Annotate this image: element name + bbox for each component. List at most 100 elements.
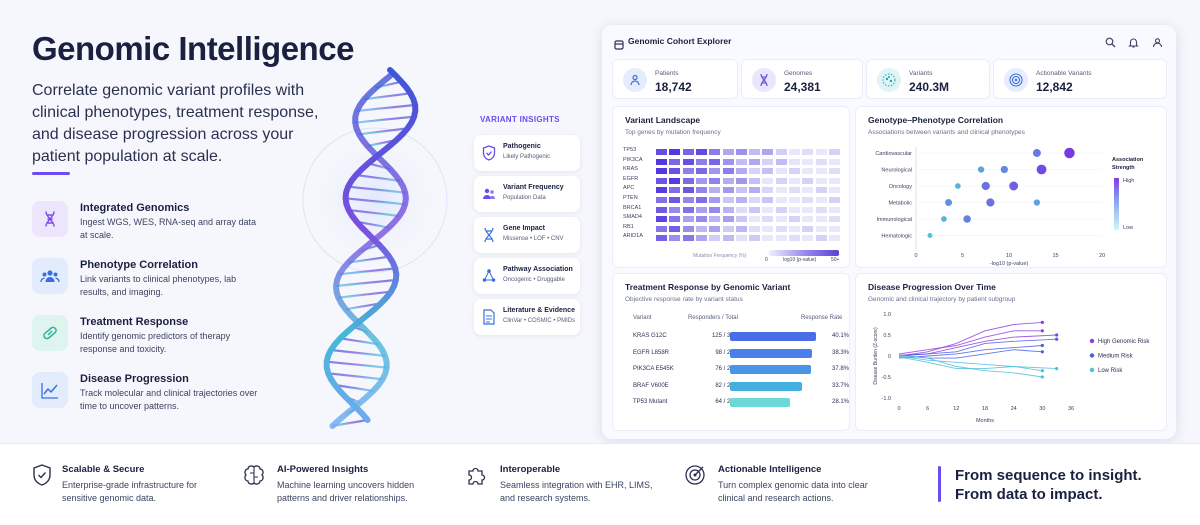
insight-pathway-association[interactable]: Pathway Association Oncogenic • Druggabl… [474,258,580,294]
x-tick-label: 36 [1068,406,1074,412]
heatmap-cell [748,148,762,156]
heatmap-cell [774,148,788,156]
heatmap-cell [788,224,801,233]
responders-count: 82 / 243 [715,382,737,389]
heatmap-cell [801,148,815,156]
insight-literature-evidence[interactable]: Literature & Evidence ClinVar • COSMIC •… [474,299,580,335]
heatmap-cell [655,205,668,214]
legend-label: Medium Risk [1098,354,1134,360]
legend-sub: log10 (p-value) [783,257,817,263]
insight-pathogenic[interactable]: Pathogenic Likely Pathogenic [474,135,580,171]
scatter-point [941,216,947,222]
heatmap-cell [814,196,828,204]
legend-max: 50+ [831,257,840,263]
treatment-row[interactable]: BRAF V600E 82 / 243 33.7% [625,381,849,393]
heatmap-cell [814,167,828,176]
heatmap-cell [694,148,708,156]
heatmap-cell [801,205,815,214]
bottom-feature-title: Actionable Intelligence [718,464,822,475]
x-tick-label: 24 [1011,406,1017,412]
brain-icon [243,464,265,491]
legend-high: High [1123,178,1135,184]
heatmap-cell [708,186,722,195]
x-tick-label: 12 [953,406,959,412]
shield-icon [32,464,52,491]
heatmap-cell [748,176,762,185]
scatter-point [981,181,990,191]
legend-marker [1089,338,1095,344]
heatmap-cell [708,196,722,204]
helix-rung [355,173,401,183]
feature-desc: Ingest WGS, WES, RNA-seq and array data … [80,217,257,240]
insight-title: Literature & Evidence [503,307,575,314]
response-bar [730,332,817,341]
target-icon [684,464,706,491]
gene-label: BRCA1 [623,204,642,211]
insight-gene-impact[interactable]: Gene Impact Missense • LOF • CNV [474,217,580,253]
gene-label: SMAD4 [623,214,642,221]
puzzle-icon [466,464,488,491]
card-title: Genotype–Phenotype Correlation [868,115,1004,125]
scatter-point [977,166,985,173]
heatmap-cell [668,234,682,243]
helix-rung [340,337,379,346]
heatmap-cell [694,234,708,243]
heatmap-cell [761,234,775,243]
stat-label: Actionable Variants [1036,70,1092,77]
treatment-row[interactable]: TP53 Mutant 64 / 228 28.1% [625,397,849,409]
gene-label: PTEN [623,195,638,201]
genotype-phenotype-card: Genotype–Phenotype Correlation Associati… [855,106,1167,268]
bottom-feature-desc: Enterprise-grade infrastructure for sens… [62,480,198,503]
legend-label: Mutation Frequency (%) [693,253,747,259]
series-line [898,345,1043,359]
treatment-row[interactable]: KRAS G12C 125 / 312 40.1% [625,331,849,343]
treatment-row[interactable]: PIK3CA E545K 76 / 201 37.8% [625,364,849,376]
heatmap-cell [774,234,788,243]
heatmap-cell [827,205,841,214]
scatter-point [1064,147,1075,159]
heatmap-cell [681,176,695,185]
helix-rung [332,418,368,428]
stat-card-actionable-variants: Actionable Variants 12,842 [993,59,1167,99]
helix-strand [329,73,409,429]
legend-min: 0 [765,257,768,263]
heatmap-cell [827,224,841,233]
treatment-row[interactable]: EGFR L858R 98 / 256 38.3% [625,348,849,360]
users-icon [623,68,647,92]
heatmap-cell [814,205,828,214]
scatter-point [963,215,971,223]
series-endpoint [1040,320,1044,324]
insight-sub: Population Data [503,195,546,201]
series-endpoint [1055,337,1059,341]
heatmap-cell [734,148,748,156]
helix-rung [356,103,416,113]
shield-icon [482,145,496,161]
legend-label: High Genomic Risk [1098,339,1150,345]
heatmap-cell [694,215,708,224]
helix-rung [335,278,397,288]
category-label: Immunological [877,217,912,223]
gene-label: KRAS [623,166,638,173]
heatmap-cell [721,157,735,166]
heatmap-cell [734,224,748,233]
heatmap-cell [694,196,708,204]
heatmap-cell [827,215,841,224]
bell-icon[interactable] [1128,35,1139,53]
heatmap-cell [734,176,748,185]
response-bar [730,381,803,391]
card-subtitle: Objective response rate by variant statu… [625,296,743,303]
heatmap-cell [734,196,748,204]
insight-variant-frequency[interactable]: Variant Frequency Population Data [474,176,580,212]
gene-label: RB1 [623,223,634,230]
heatmap-cell [748,196,762,204]
heatmap-cell [668,186,682,195]
heatmap-cell [801,167,815,176]
feature-title: Treatment Response [80,316,189,328]
variant-landscape-card: Variant Landscape Top genes by mutation … [612,106,850,268]
heatmap-cell [801,224,815,233]
heatmap-cell [721,186,735,195]
dna-icon [32,201,68,237]
search-icon[interactable] [1105,35,1116,53]
user-profile-icon[interactable] [1152,35,1163,53]
heatmap-cell [774,167,788,176]
